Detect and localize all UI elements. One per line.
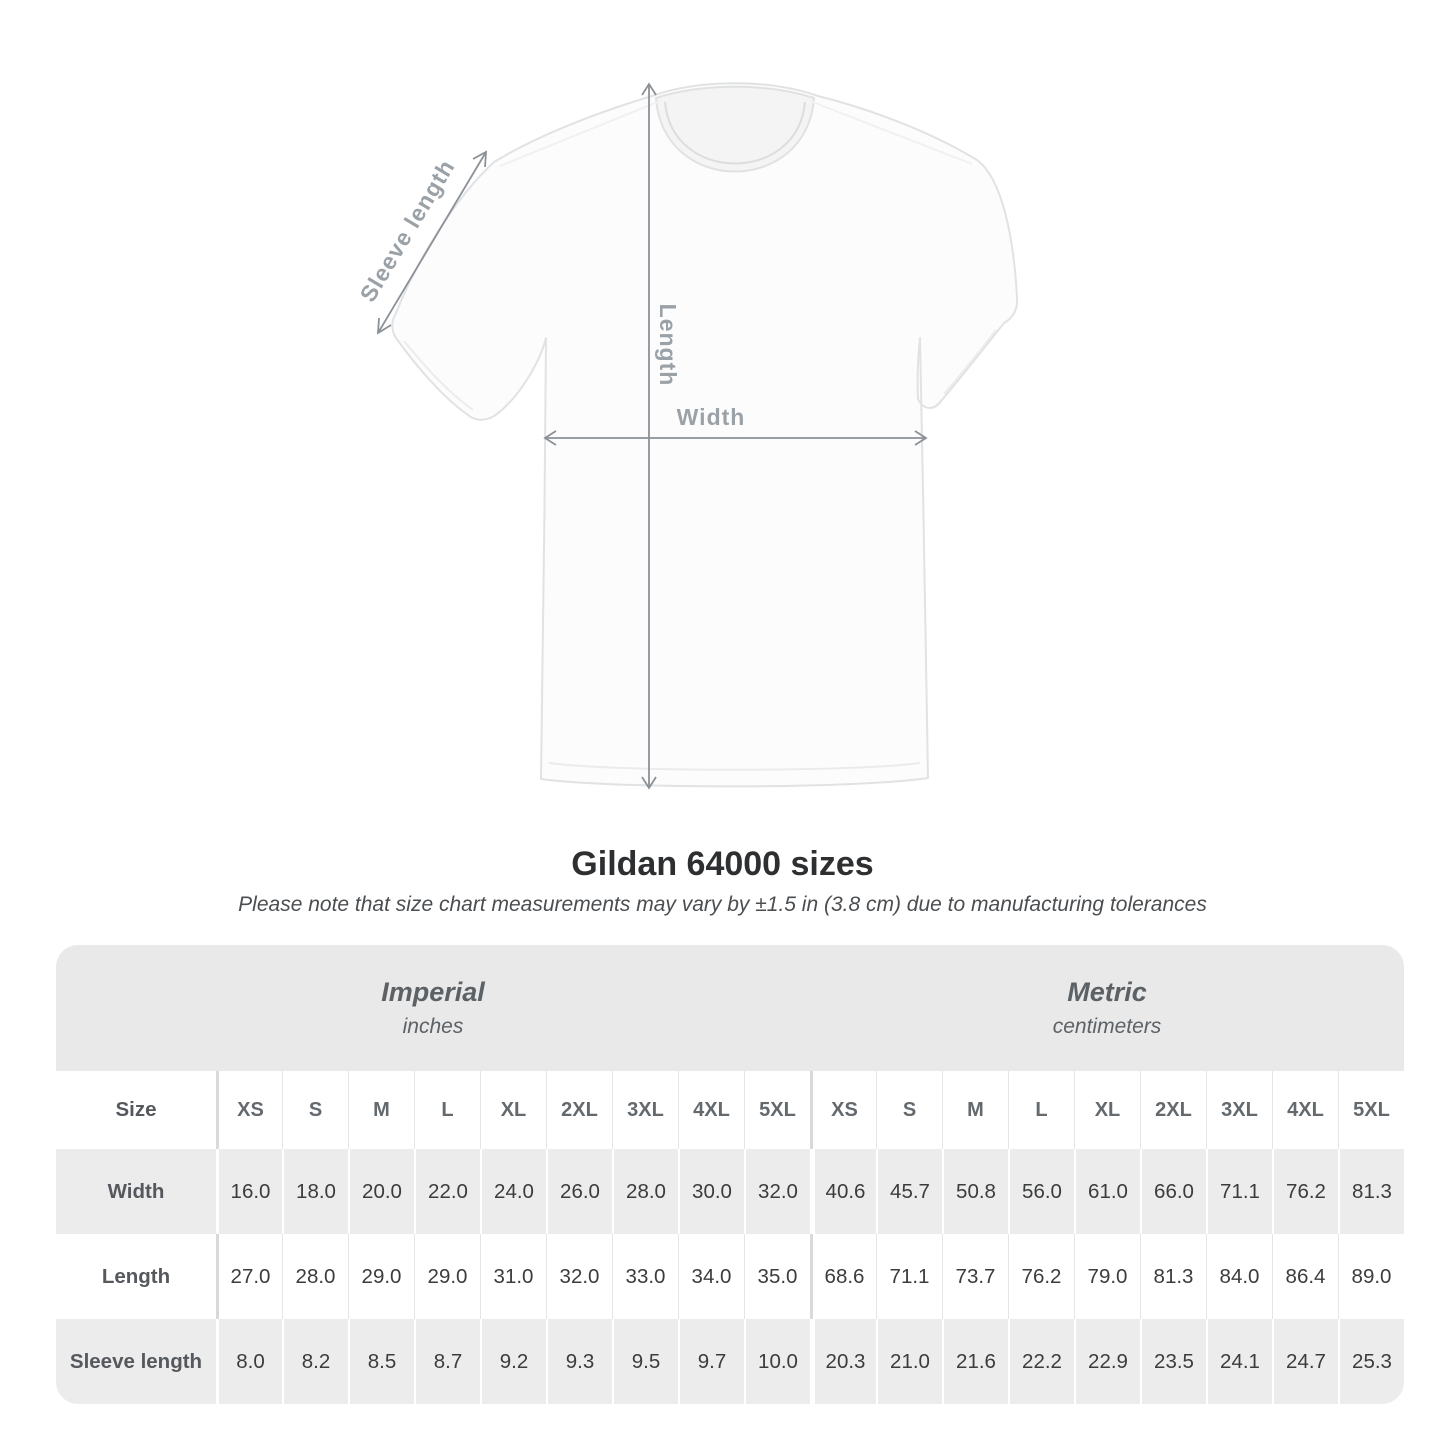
size-header-metric-5xl: 5XL [1338, 1071, 1404, 1149]
size-header-imperial-2xl: 2XL [546, 1071, 612, 1149]
size-table: Imperial inches Metric centimeters Size … [56, 945, 1404, 1404]
value-length-metric-s: 71.1 [876, 1234, 942, 1319]
collar [654, 85, 816, 173]
value-sleeve-length-imperial-m: 8.5 [348, 1319, 414, 1404]
imperial-label: Imperial [381, 977, 485, 1007]
tshirt-graphic [391, 82, 1019, 788]
value-length-metric-xs: 68.6 [810, 1234, 876, 1319]
size-header-imperial-s: S [282, 1071, 348, 1149]
size-header-imperial-xs: XS [216, 1071, 282, 1149]
value-sleeve-length-imperial-3xl: 9.5 [612, 1319, 678, 1404]
value-length-metric-3xl: 84.0 [1206, 1234, 1272, 1319]
value-length-imperial-s: 28.0 [282, 1234, 348, 1319]
value-width-imperial-s: 18.0 [282, 1149, 348, 1234]
value-length-imperial-xl: 31.0 [480, 1234, 546, 1319]
value-width-imperial-m: 20.0 [348, 1149, 414, 1234]
value-width-imperial-xs: 16.0 [216, 1149, 282, 1234]
row-label-width: Width [107, 1179, 165, 1203]
metric-unit-header: Metric centimeters [810, 945, 1404, 1071]
value-sleeve-length-metric-s: 21.0 [876, 1319, 942, 1404]
value-length-metric-l: 76.2 [1008, 1234, 1074, 1319]
width-row: Width 16.0 18.0 20.0 22.0 24.0 26.0 28.0 30.0 32… [56, 1149, 1404, 1234]
row-label-length: Length [101, 1264, 171, 1288]
size-header-imperial-l: L [414, 1071, 480, 1149]
value-length-metric-4xl: 86.4 [1272, 1234, 1338, 1319]
value-sleeve-length-imperial-l: 8.7 [414, 1319, 480, 1404]
length-row: Length 27.0 28.0 29.0 29.0 31.0 32.0 33.0 34.0 3… [56, 1234, 1404, 1319]
size-header-metric-2xl: 2XL [1140, 1071, 1206, 1149]
value-sleeve-length-metric-3xl: 24.1 [1206, 1319, 1272, 1404]
size-header-metric-s: S [876, 1071, 942, 1149]
value-sleeve-length-metric-xs: 20.3 [810, 1319, 876, 1404]
width-label: Width [677, 404, 746, 430]
value-sleeve-length-imperial-5xl: 10.0 [744, 1319, 810, 1404]
size-header-imperial-4xl: 4XL [678, 1071, 744, 1149]
size-header-metric-xs: XS [810, 1071, 876, 1149]
sleeve-length-arrow [376, 150, 488, 335]
value-width-metric-5xl: 81.3 [1338, 1149, 1404, 1234]
value-length-metric-xl: 79.0 [1074, 1234, 1140, 1319]
value-length-imperial-xs: 27.0 [216, 1234, 282, 1319]
value-sleeve-length-imperial-xs: 8.0 [216, 1319, 282, 1404]
size-header-metric-4xl: 4XL [1272, 1071, 1338, 1149]
value-length-metric-5xl: 89.0 [1338, 1234, 1404, 1319]
value-width-metric-4xl: 76.2 [1272, 1149, 1338, 1234]
page-title: Gildan 64000 sizes [571, 845, 874, 883]
width-arrow [543, 430, 928, 446]
value-length-imperial-4xl: 34.0 [678, 1234, 744, 1319]
tshirt-measurement-diagram: Sleeve length Length Width [354, 82, 1019, 790]
size-header-metric-m: M [942, 1071, 1008, 1149]
value-width-metric-s: 45.7 [876, 1149, 942, 1234]
value-width-metric-3xl: 71.1 [1206, 1149, 1272, 1234]
length-label: Length [655, 304, 681, 387]
value-width-imperial-l: 22.0 [414, 1149, 480, 1234]
value-width-imperial-4xl: 30.0 [678, 1149, 744, 1234]
size-header-metric-3xl: 3XL [1206, 1071, 1272, 1149]
value-length-imperial-l: 29.0 [414, 1234, 480, 1319]
value-width-imperial-3xl: 28.0 [612, 1149, 678, 1234]
value-width-metric-2xl: 66.0 [1140, 1149, 1206, 1234]
size-header-metric-l: L [1008, 1071, 1074, 1149]
value-sleeve-length-imperial-s: 8.2 [282, 1319, 348, 1404]
value-sleeve-length-metric-xl: 22.9 [1074, 1319, 1140, 1404]
value-width-imperial-5xl: 32.0 [744, 1149, 810, 1234]
size-header-imperial-m: M [348, 1071, 414, 1149]
size-header-imperial-xl: XL [480, 1071, 546, 1149]
size-header-row: Size XS S M L XL 2XL 3XL 4XL 5XL XS S M L XL 2XL 3XL 4XL… [56, 1071, 1404, 1149]
value-width-imperial-2xl: 26.0 [546, 1149, 612, 1234]
value-sleeve-length-metric-l: 22.2 [1008, 1319, 1074, 1404]
tolerance-note: Please note that size chart measurements… [238, 893, 1207, 916]
value-width-metric-xl: 61.0 [1074, 1149, 1140, 1234]
value-sleeve-length-metric-2xl: 23.5 [1140, 1319, 1206, 1404]
size-header-imperial-5xl: 5XL [744, 1071, 810, 1149]
value-length-imperial-3xl: 33.0 [612, 1234, 678, 1319]
row-label-sleeve-length: Sleeve length [69, 1349, 203, 1373]
size-header-imperial-3xl: 3XL [612, 1071, 678, 1149]
value-sleeve-length-imperial-4xl: 9.7 [678, 1319, 744, 1404]
size-header-label: Size [115, 1098, 157, 1121]
metric-label: Metric [1067, 977, 1147, 1007]
value-length-imperial-2xl: 32.0 [546, 1234, 612, 1319]
value-width-imperial-xl: 24.0 [480, 1149, 546, 1234]
length-arrow [641, 82, 657, 790]
value-length-metric-m: 73.7 [942, 1234, 1008, 1319]
metric-unit-label: centimeters [1052, 1015, 1162, 1038]
value-sleeve-length-metric-5xl: 25.3 [1338, 1319, 1404, 1404]
sleeve-length-row: Sleeve length 8.0 8.2 8.5 8.7 9.2 9.3 9.5 9.7 10… [56, 1319, 1404, 1404]
value-length-metric-2xl: 81.3 [1140, 1234, 1206, 1319]
imperial-unit-label: inches [402, 1015, 464, 1038]
value-width-metric-l: 56.0 [1008, 1149, 1074, 1234]
value-width-metric-m: 50.8 [942, 1149, 1008, 1234]
imperial-unit-header: Imperial inches [56, 945, 810, 1071]
value-length-imperial-m: 29.0 [348, 1234, 414, 1319]
size-header-metric-xl: XL [1074, 1071, 1140, 1149]
unit-header-band: Imperial inches Metric centimeters [56, 945, 1404, 1071]
value-sleeve-length-imperial-2xl: 9.3 [546, 1319, 612, 1404]
value-sleeve-length-metric-m: 21.6 [942, 1319, 1008, 1404]
value-sleeve-length-imperial-xl: 9.2 [480, 1319, 546, 1404]
value-length-imperial-5xl: 35.0 [744, 1234, 810, 1319]
value-width-metric-xs: 40.6 [810, 1149, 876, 1234]
value-sleeve-length-metric-4xl: 24.7 [1272, 1319, 1338, 1404]
